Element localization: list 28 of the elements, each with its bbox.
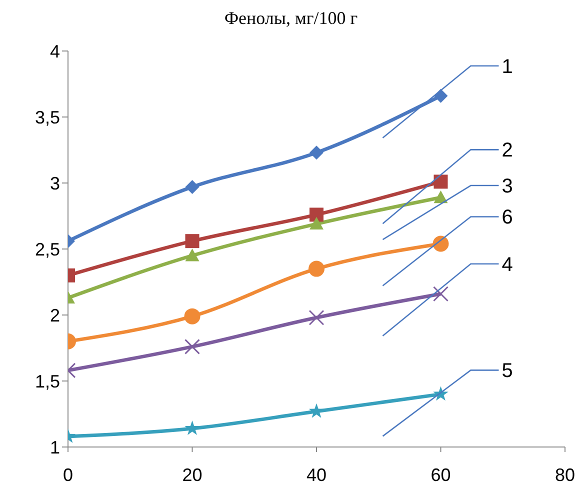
x-tick-label: 80 bbox=[554, 464, 576, 485]
point bbox=[308, 260, 324, 277]
text: 3 bbox=[502, 176, 513, 198]
text: 2 bbox=[502, 140, 513, 162]
x-tick-label: 60 bbox=[430, 464, 451, 485]
text: 6 bbox=[502, 206, 513, 229]
y-tick-label: 1,5 bbox=[34, 371, 60, 392]
y-tick-label: 2 bbox=[50, 305, 60, 326]
y-tick-label: 3 bbox=[50, 173, 60, 194]
point bbox=[308, 310, 324, 326]
y-tick-label: 1 bbox=[50, 437, 60, 458]
chart-title: Фенолы, мг/100 г bbox=[223, 8, 359, 29]
y-tick-label: 3,5 bbox=[34, 107, 60, 128]
y-tick-label: 2,5 bbox=[34, 239, 60, 260]
point bbox=[310, 216, 324, 230]
text: 5 bbox=[502, 360, 513, 382]
text: 1 bbox=[502, 56, 513, 78]
y-tick-label: 4 bbox=[50, 41, 60, 62]
x-tick-label: 20 bbox=[182, 464, 202, 485]
x-tick-label: 0 bbox=[62, 464, 74, 485]
point bbox=[308, 403, 324, 418]
x-tick-label: 40 bbox=[306, 464, 327, 485]
point bbox=[310, 208, 324, 222]
point bbox=[433, 286, 448, 302]
point bbox=[310, 146, 324, 160]
point bbox=[434, 174, 448, 189]
text: 4 bbox=[502, 254, 513, 276]
point bbox=[434, 190, 448, 204]
